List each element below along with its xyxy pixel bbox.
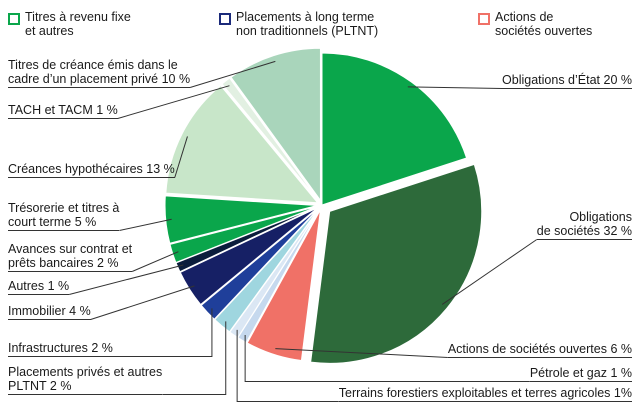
leader-line [244,334,530,382]
leader-line [119,218,172,231]
slice-value: 1 % [610,366,632,380]
pie-slice [179,207,319,306]
pie-slice [221,77,320,202]
slice-name: Placements privés et autres PLTNT [8,365,163,393]
slice-name: Créances hypothécaires [8,162,143,176]
slice-value: 13 % [146,162,175,176]
slice-value: 20 % [603,73,633,87]
slice-name: Avances sur contrat et prêts bancaires [8,242,133,270]
slice-value: 2 % [96,256,119,270]
legend-label: Titres à revenu fixe et autres [25,10,131,38]
slice-label: Immobilier 4 % [8,304,91,320]
pie-slice [214,208,320,333]
slice-name: Obligations d’État [502,73,601,87]
slice-label: Trésorerie et titres à court terme 5 % [8,201,120,231]
pie-slice [246,209,321,362]
pie-slice [165,84,319,204]
slice-label: Obligations d’État 20 % [502,73,632,89]
slice-name: Terrains forestiers exploitables et terr… [338,386,611,400]
slice-label: Placements privés et autres PLTNT 2 % [8,365,163,395]
slice-value: 2 % [91,341,113,355]
slice-label: Titres de créance émis dans le cadre d’u… [8,58,191,88]
legend-swatch [219,13,231,25]
pie-slice [169,206,318,264]
slice-value: 1 % [96,103,118,117]
leader-line [236,329,339,402]
leader-line [174,136,188,178]
slice-value: 10 % [161,72,191,86]
slice-name: Titres de créance émis dans le cadre d’u… [8,58,178,86]
legend-label: Actions de sociétés ouvertes [495,10,593,38]
leader-line [90,285,195,320]
pie-slice [164,195,318,244]
pie-slice [321,52,468,206]
slice-name: Infrastructures [8,341,88,355]
leader-line [112,308,213,357]
slice-name: Trésorerie et titres à court terme [8,201,120,229]
leader-line [162,321,227,395]
slice-value: 1% [613,386,632,400]
slice-name: Immobilier [8,304,66,318]
slice-value: 2 % [49,379,72,393]
legend-label: Placements à long terme non traditionnel… [236,10,379,38]
pie-slice [200,208,319,320]
leader-line [69,264,184,295]
slice-label: Créances hypothécaires 13 % [8,162,175,178]
slice-label: TACH et TACM 1 % [8,103,118,119]
leader-line [189,60,276,88]
slice-label: Pétrole et gaz 1 % [529,366,632,382]
slice-value: 4 % [69,304,91,318]
pie-slice [230,47,321,202]
slice-label: Avances sur contrat et prêts bancaires 2… [8,242,133,272]
slice-value: 32 % [603,224,633,238]
slice-name: Obligations de sociétés [536,210,632,238]
slice-name: Pétrole et gaz [529,366,607,380]
slice-label: Actions de sociétés ouvertes 6 % [447,342,632,358]
legend-swatch [8,13,20,25]
slice-name: TACH et TACM [8,103,93,117]
slice-label: Infrastructures 2 % [8,341,113,357]
slice-label: Obligations de sociétés 32 % [536,210,633,240]
leader-line [131,251,179,272]
slice-value: 1 % [47,279,70,293]
legend-swatch [478,13,490,25]
slice-name: Actions de sociétés ouvertes [447,342,607,356]
slice-value: 6 % [610,342,632,356]
pie-slice [310,163,483,364]
slice-label: Autres 1 % [8,279,70,295]
leader-line [441,239,538,305]
slice-value: 5 % [74,215,97,229]
leader-line [407,86,503,89]
leader-line [117,85,230,119]
leader-line [275,348,448,358]
slice-name: Autres [8,279,45,293]
slice-label: Terrains forestiers exploitables et terr… [338,386,632,402]
